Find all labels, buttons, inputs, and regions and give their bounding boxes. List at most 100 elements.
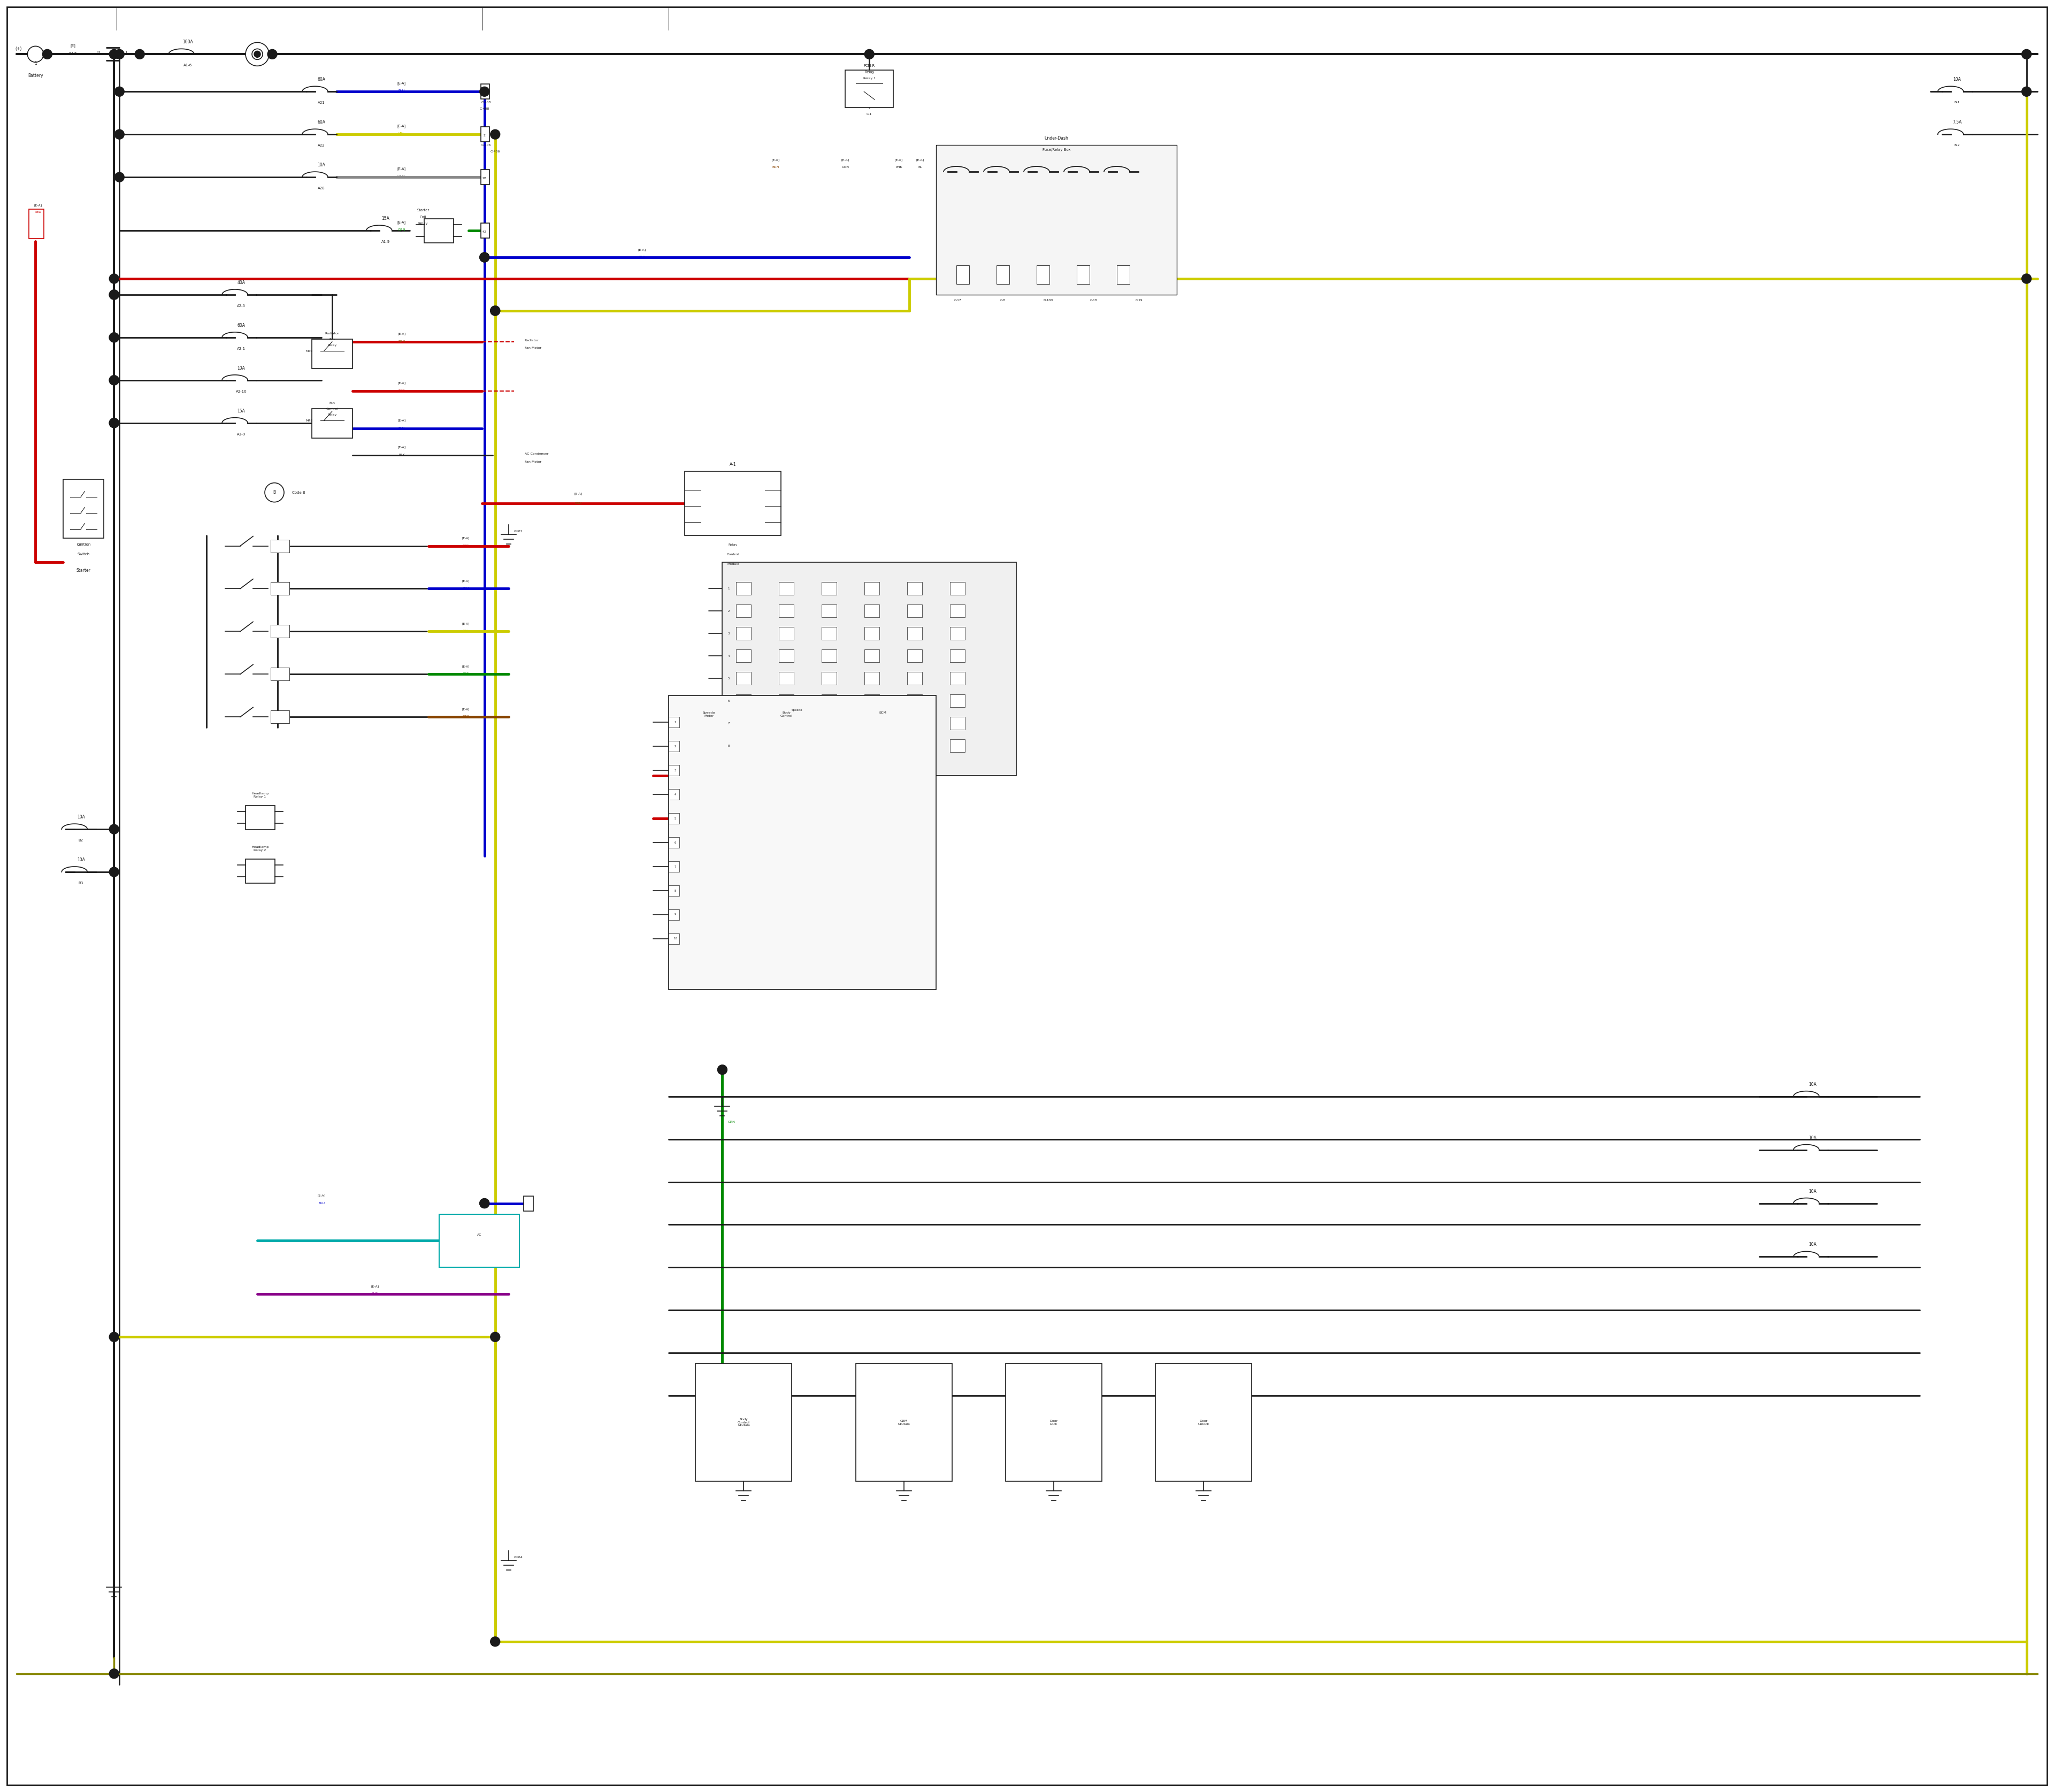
Circle shape [115, 172, 123, 183]
Bar [670, 934, 680, 944]
Text: [E-A]: [E-A] [639, 249, 647, 251]
Bar [951, 695, 965, 708]
Bar [481, 170, 489, 185]
Bar [271, 539, 290, 552]
Text: ORN: ORN [842, 167, 848, 168]
Text: GRN: GRN [727, 1120, 735, 1124]
Circle shape [246, 43, 269, 66]
Bar [670, 885, 680, 896]
Text: [E-A]: [E-A] [573, 493, 581, 495]
Text: BLU: BLU [398, 426, 405, 430]
Circle shape [115, 50, 123, 59]
Text: G104: G104 [514, 1555, 524, 1559]
Bar [312, 409, 353, 437]
Bar [271, 582, 290, 595]
Bar [951, 717, 965, 729]
Text: B3: B3 [78, 882, 84, 885]
Text: Door
Unlock: Door Unlock [1197, 1419, 1210, 1425]
Bar [778, 582, 795, 595]
Text: BLU: BLU [398, 90, 405, 93]
Bar [822, 740, 836, 753]
Text: A2-5: A2-5 [236, 305, 246, 308]
Text: PCM-R: PCM-R [863, 65, 875, 68]
Circle shape [491, 1331, 499, 1342]
Text: 10A: 10A [1810, 1136, 1816, 1140]
Bar [908, 604, 922, 618]
Text: Control: Control [727, 554, 739, 556]
Text: [E]: [E] [70, 45, 76, 48]
Circle shape [491, 306, 499, 315]
Text: Headlamp
Relay 2: Headlamp Relay 2 [251, 846, 269, 851]
Bar [908, 650, 922, 663]
Bar [865, 627, 879, 640]
Bar [735, 604, 752, 618]
Text: Fan Motor: Fan Motor [524, 346, 540, 349]
Bar [778, 650, 795, 663]
Bar [1117, 265, 1130, 283]
Bar [996, 265, 1009, 283]
Text: RED: RED [398, 389, 405, 392]
Bar [822, 672, 836, 685]
Circle shape [255, 50, 261, 57]
Bar [778, 627, 795, 640]
Text: Starter: Starter [76, 568, 90, 573]
Text: Door
Lock: Door Lock [1050, 1419, 1058, 1425]
Text: Switch: Switch [78, 552, 90, 556]
Bar [735, 650, 752, 663]
Circle shape [481, 253, 489, 262]
Text: [E-A]: [E-A] [398, 446, 407, 448]
Text: WHT: WHT [68, 52, 78, 56]
Text: A-1: A-1 [729, 462, 737, 466]
Text: C-18: C-18 [1091, 299, 1097, 301]
Text: 60A: 60A [238, 323, 244, 328]
Text: [E-A]: [E-A] [396, 167, 407, 170]
Text: C-19: C-19 [1136, 299, 1142, 301]
Bar [908, 695, 922, 708]
Bar [846, 70, 893, 108]
Text: YEL: YEL [462, 629, 468, 633]
Bar [696, 1364, 791, 1482]
Bar [857, 1364, 953, 1482]
Bar [951, 604, 965, 618]
Text: Relay: Relay [327, 344, 337, 346]
Bar [865, 695, 879, 708]
Text: Fan Motor: Fan Motor [524, 461, 540, 462]
Text: [E-A]: [E-A] [462, 622, 470, 625]
Text: A2-10: A2-10 [236, 391, 246, 392]
Text: Code B: Code B [292, 491, 306, 495]
Text: GRN: GRN [462, 672, 468, 676]
Bar [481, 222, 489, 238]
Bar [735, 627, 752, 640]
Bar [735, 582, 752, 595]
Circle shape [109, 1668, 119, 1679]
Circle shape [481, 253, 489, 262]
Text: BRN: BRN [398, 340, 405, 342]
Bar [908, 627, 922, 640]
Text: C-8: C-8 [1000, 299, 1006, 301]
Text: 10A: 10A [1810, 1242, 1816, 1247]
Text: [E-A]: [E-A] [398, 382, 407, 385]
Text: 28: 28 [483, 177, 487, 179]
Text: BRN: BRN [462, 715, 468, 719]
Text: [E-A]: [E-A] [372, 1285, 378, 1288]
Bar [865, 672, 879, 685]
Text: BLU: BLU [462, 588, 468, 590]
Text: AC: AC [477, 1233, 481, 1236]
Circle shape [265, 482, 283, 502]
Bar [735, 695, 752, 708]
Bar [951, 582, 965, 595]
Text: 10A: 10A [1953, 77, 1962, 82]
Bar [1006, 1364, 1101, 1482]
Bar [951, 650, 965, 663]
Text: Body
Control
Module: Body Control Module [737, 1417, 750, 1426]
Text: A1-9: A1-9 [236, 432, 246, 435]
Text: Starter: Starter [417, 208, 429, 211]
Text: [E-A]: [E-A] [318, 1193, 325, 1197]
Bar [244, 858, 275, 883]
Circle shape [109, 274, 119, 283]
Text: 42: 42 [483, 231, 487, 233]
Text: Radiator: Radiator [524, 339, 538, 342]
Bar [778, 695, 795, 708]
Text: B-1: B-1 [1953, 100, 1960, 104]
Text: 7.5A: 7.5A [1953, 120, 1962, 125]
